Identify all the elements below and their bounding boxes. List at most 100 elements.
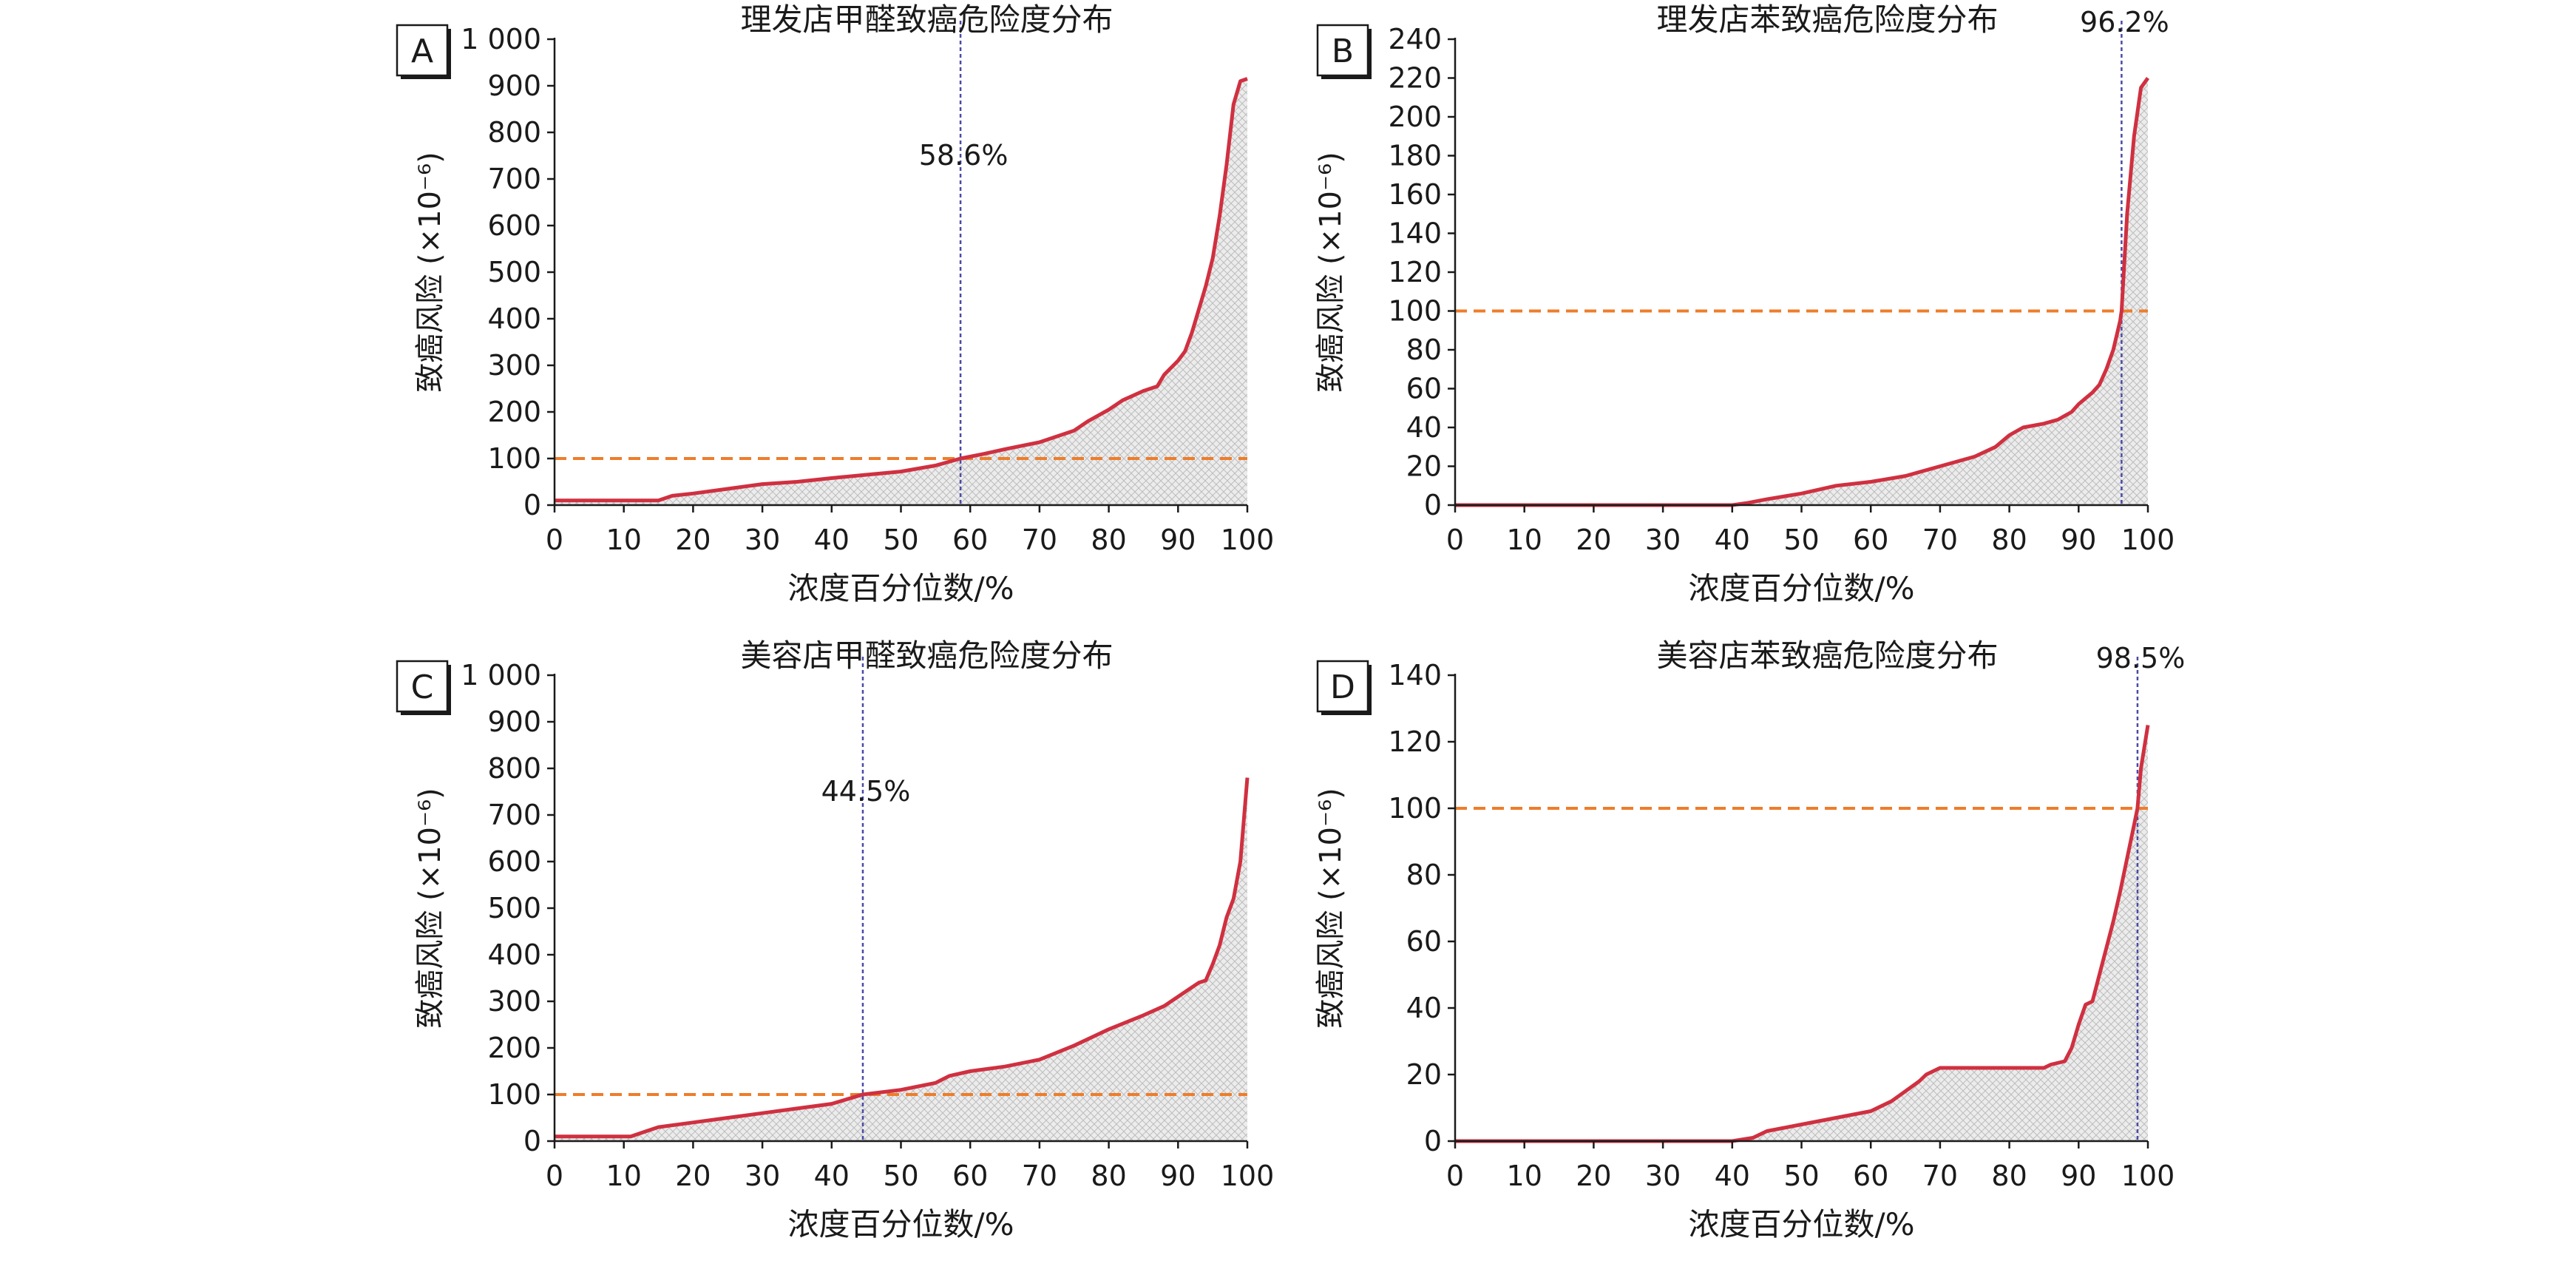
x-tick-label: 20 bbox=[675, 524, 711, 556]
chart-title: 美容店甲醛致癌危险度分布 bbox=[740, 637, 1113, 674]
x-axis-label: 浓度百分位数/% bbox=[787, 1206, 1014, 1242]
y-tick-label: 200 bbox=[1388, 101, 1442, 133]
y-tick-label: 900 bbox=[487, 706, 541, 738]
x-tick-label: 0 bbox=[546, 1160, 563, 1192]
x-tick-label: 40 bbox=[814, 1160, 850, 1192]
y-tick-label: 60 bbox=[1406, 925, 1442, 958]
panel-letter-box bbox=[396, 24, 449, 77]
x-tick-label: 60 bbox=[952, 524, 988, 556]
y-tick-label: 160 bbox=[1388, 178, 1442, 211]
y-tick-label: 400 bbox=[487, 302, 541, 335]
y-tick-label: 100 bbox=[487, 442, 541, 475]
risk-area bbox=[555, 78, 1247, 505]
y-tick-label: 300 bbox=[487, 985, 541, 1018]
y-tick-label: 0 bbox=[523, 489, 541, 521]
chart-panel-d: 0 20 40 60 80 100 120 140 0 10 20 30 40 50 60 70 80 90 100… bbox=[1314, 637, 2185, 1242]
percentile-label: 98.5% bbox=[2096, 642, 2186, 674]
risk-area bbox=[555, 777, 1247, 1141]
percentile-label: 96.2% bbox=[2080, 6, 2169, 38]
x-tick-label: 10 bbox=[606, 524, 642, 556]
y-tick-label: 800 bbox=[487, 752, 541, 785]
panel-letter: C bbox=[411, 669, 434, 706]
x-tick-label: 100 bbox=[2121, 524, 2175, 556]
y-tick-label: 20 bbox=[1406, 450, 1442, 483]
x-tick-label: 80 bbox=[1091, 524, 1126, 556]
x-tick-label: 30 bbox=[1645, 1160, 1681, 1192]
y-tick-label: 600 bbox=[487, 845, 541, 878]
chart-panel-a: 0 100 200 300 400 500 600 700 800 900 1 000 0 10 20 30… bbox=[396, 1, 1274, 606]
x-tick-label: 50 bbox=[883, 1160, 918, 1192]
risk-area bbox=[1455, 725, 2148, 1141]
x-tick-label: 60 bbox=[1853, 524, 1888, 556]
y-tick-label: 60 bbox=[1406, 373, 1442, 405]
panel-letter-box bbox=[1316, 24, 1369, 77]
chart-title: 理发店甲醛致癌危险度分布 bbox=[740, 1, 1113, 38]
y-tick-label: 100 bbox=[1388, 295, 1442, 328]
risk-curve bbox=[555, 77, 1248, 503]
y-tick-label: 80 bbox=[1406, 334, 1442, 366]
y-axis-label: 致癌风险 (×10⁻⁶) bbox=[1314, 152, 1348, 393]
x-tick-label: 10 bbox=[1507, 1160, 1542, 1192]
x-tick-label: 60 bbox=[952, 1160, 988, 1192]
x-tick-label: 70 bbox=[1022, 1160, 1057, 1192]
y-tick-label: 140 bbox=[1388, 217, 1442, 250]
y-tick-label: 1 000 bbox=[461, 23, 541, 55]
y-tick-label: 200 bbox=[487, 396, 541, 428]
y-axis-label: 致癌风险 (×10⁻⁶) bbox=[413, 788, 447, 1029]
x-tick-label: 90 bbox=[1160, 1160, 1196, 1192]
y-tick-label: 240 bbox=[1388, 23, 1442, 55]
y-tick-label: 1 000 bbox=[461, 659, 541, 691]
x-tick-label: 70 bbox=[1922, 1160, 1958, 1192]
risk-curve bbox=[1455, 725, 2150, 1143]
panel-letter: B bbox=[1332, 33, 1354, 70]
x-tick-label: 50 bbox=[1783, 1160, 1819, 1192]
chart-panel-b: 0 20 40 60 80 100 120 140 160 180 200 220 240 0 10 20 30… bbox=[1314, 1, 2175, 606]
y-tick-label: 300 bbox=[487, 349, 541, 382]
x-tick-label: 0 bbox=[546, 524, 563, 556]
x-tick-label: 30 bbox=[745, 524, 780, 556]
y-tick-label: 180 bbox=[1388, 140, 1442, 172]
x-tick-label: 80 bbox=[1991, 1160, 2027, 1192]
x-tick-label: 20 bbox=[675, 1160, 711, 1192]
x-tick-label: 70 bbox=[1922, 524, 1958, 556]
y-tick-label: 800 bbox=[487, 116, 541, 149]
x-tick-label: 40 bbox=[1715, 524, 1750, 556]
x-tick-label: 40 bbox=[1715, 1160, 1750, 1192]
x-tick-label: 90 bbox=[2061, 524, 2096, 556]
x-axis-label: 浓度百分位数/% bbox=[1688, 570, 1914, 606]
y-tick-label: 100 bbox=[1388, 792, 1442, 825]
y-tick-label: 120 bbox=[1388, 725, 1442, 758]
y-tick-label: 600 bbox=[487, 209, 541, 242]
x-tick-label: 100 bbox=[1221, 1160, 1275, 1192]
x-tick-label: 80 bbox=[1091, 1160, 1126, 1192]
x-tick-label: 30 bbox=[1645, 524, 1681, 556]
chart-title: 美容店苯致癌危险度分布 bbox=[1656, 637, 1998, 674]
x-axis-label: 浓度百分位数/% bbox=[1688, 1206, 1914, 1242]
y-tick-label: 500 bbox=[487, 892, 541, 924]
x-tick-label: 0 bbox=[1446, 1160, 1464, 1192]
y-axis-label: 致癌风险 (×10⁻⁶) bbox=[413, 152, 447, 393]
y-axis-label: 致癌风险 (×10⁻⁶) bbox=[1314, 788, 1348, 1029]
x-tick-label: 100 bbox=[2121, 1160, 2175, 1192]
y-tick-label: 220 bbox=[1388, 62, 1442, 95]
panel-letter: D bbox=[1330, 669, 1355, 706]
y-tick-label: 200 bbox=[487, 1032, 541, 1064]
y-tick-label: 40 bbox=[1406, 411, 1442, 444]
risk-curve bbox=[1455, 77, 2150, 507]
x-tick-label: 90 bbox=[1160, 524, 1196, 556]
percentile-label: 44.5% bbox=[821, 775, 911, 808]
y-tick-label: 100 bbox=[487, 1078, 541, 1111]
y-tick-label: 400 bbox=[487, 938, 541, 971]
x-tick-label: 50 bbox=[883, 524, 918, 556]
y-tick-label: 900 bbox=[487, 70, 541, 102]
y-tick-label: 0 bbox=[1424, 489, 1442, 521]
y-tick-label: 80 bbox=[1406, 859, 1442, 891]
y-tick-label: 700 bbox=[487, 799, 541, 831]
x-tick-label: 20 bbox=[1576, 1160, 1611, 1192]
x-tick-label: 50 bbox=[1783, 524, 1819, 556]
x-tick-label: 80 bbox=[1991, 524, 2027, 556]
y-tick-label: 40 bbox=[1406, 992, 1442, 1024]
x-tick-label: 10 bbox=[1507, 524, 1542, 556]
x-tick-label: 90 bbox=[2061, 1160, 2096, 1192]
y-tick-label: 500 bbox=[487, 256, 541, 288]
